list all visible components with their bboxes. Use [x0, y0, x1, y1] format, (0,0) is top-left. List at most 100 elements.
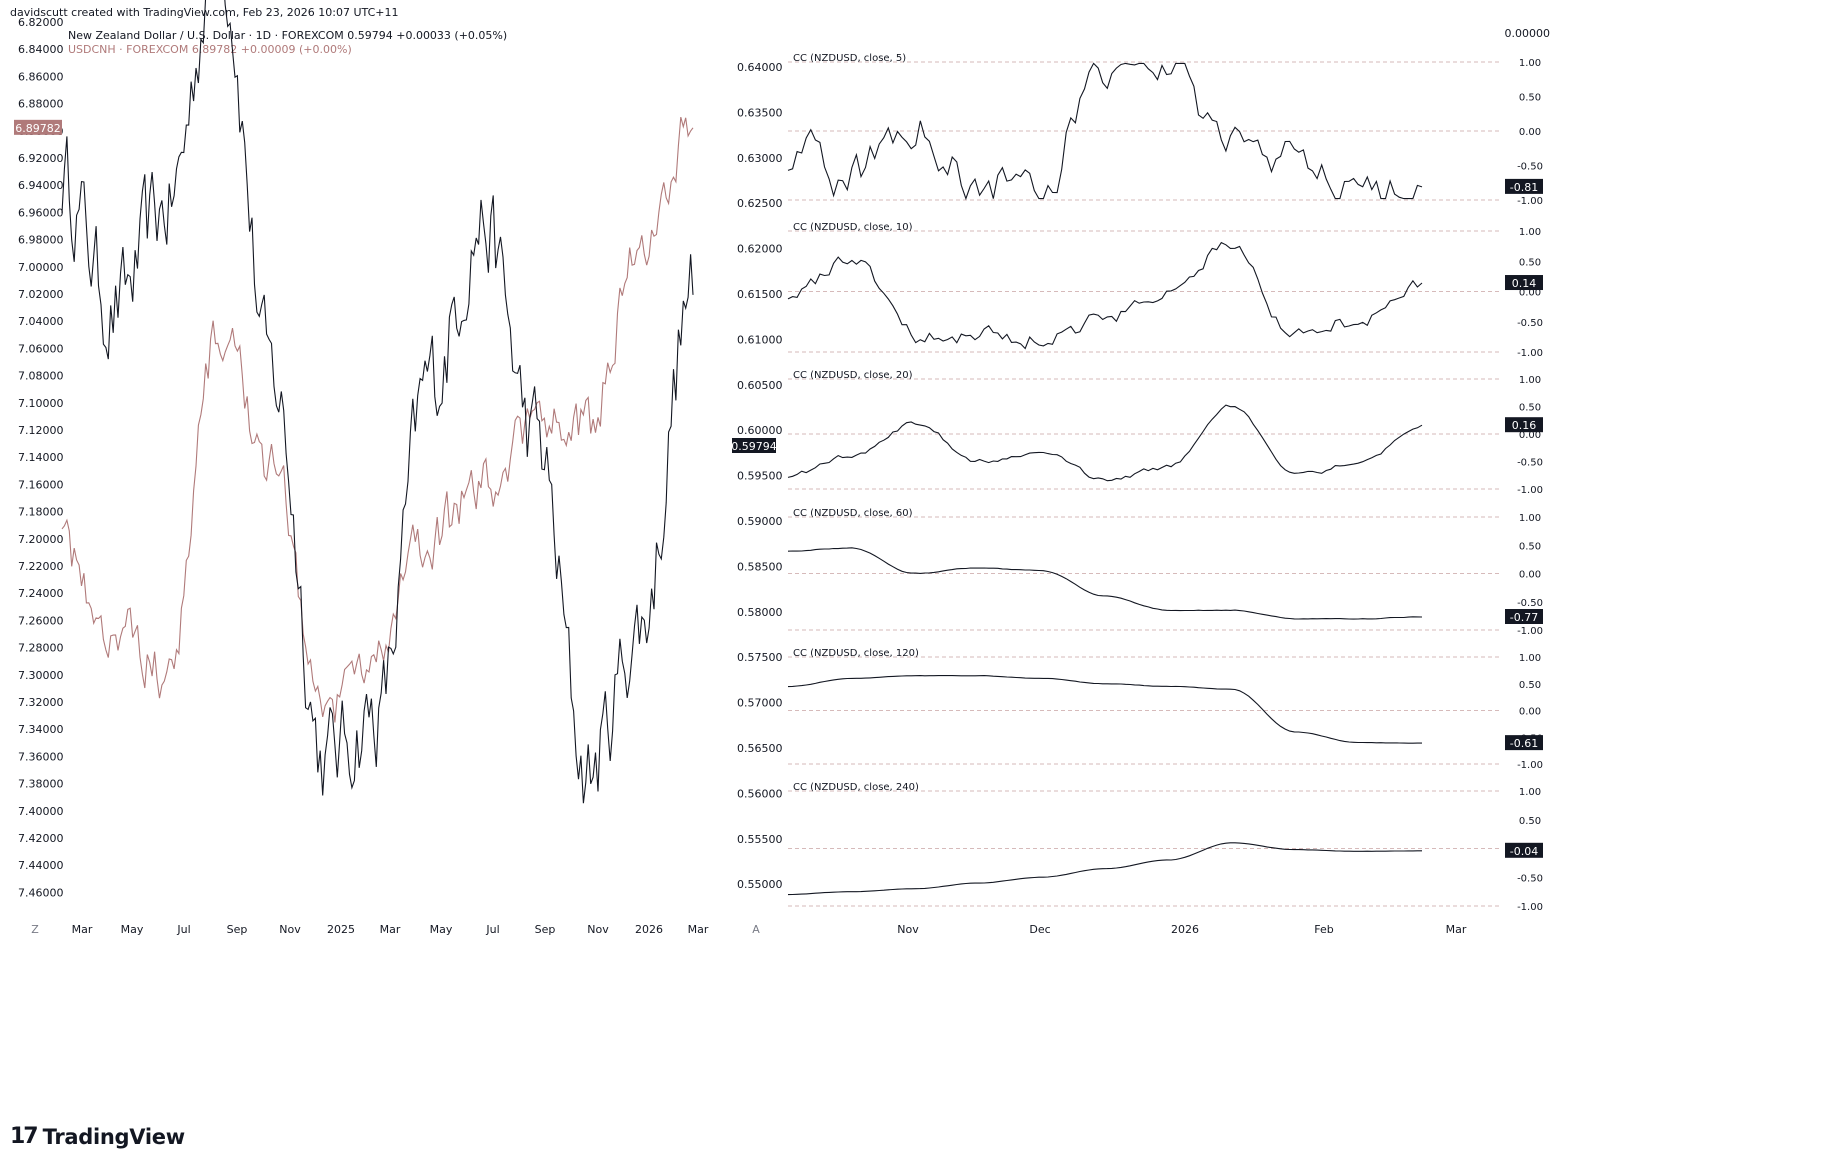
left-axis-tick: 7.24000 [18, 587, 64, 600]
left-axis-tick: 7.30000 [18, 669, 64, 682]
cc-scale-tick: -1.00 [1517, 485, 1543, 496]
cc-series-line [787, 547, 1423, 620]
left-x-tick: May [121, 923, 144, 936]
price-axis-tick: 0.57500 [737, 651, 783, 664]
price-axis-tick: 0.61000 [737, 333, 783, 346]
cc-scale-tick: 0.00 [1519, 430, 1541, 441]
left-axis-tick: 6.82000 [18, 16, 64, 29]
right-x-tick: A [752, 923, 760, 936]
price-axis-tick: 0.63500 [737, 106, 783, 119]
cc-series-line [787, 62, 1423, 201]
left-x-tick: Jul [485, 923, 499, 936]
price-axis-tick: 0.62500 [737, 197, 783, 210]
cc-last-value-tag: 0.14 [1512, 277, 1537, 290]
series-line-usdcnh [61, 116, 694, 723]
price-axis-tick: 0.60500 [737, 379, 783, 392]
cc-panel-title: CC (NZDUSD, close, 10) [793, 222, 913, 233]
left-x-tick: 2025 [327, 923, 355, 936]
left-x-tick: Mar [72, 923, 93, 936]
price-tag-usdcnh: 6.89782 [15, 122, 61, 135]
left-axis-tick: 7.08000 [18, 370, 64, 383]
attribution: davidscutt created with TradingView.com,… [10, 6, 399, 19]
cc-scale-tick: -0.50 [1517, 162, 1543, 173]
cc-scale-tick: 1.00 [1519, 58, 1541, 69]
price-axis-tick: 0.56000 [737, 787, 783, 800]
cc-scale-tick: 0.50 [1519, 403, 1541, 414]
left-axis-tick: 6.96000 [18, 206, 64, 219]
left-x-tick: Sep [535, 923, 556, 936]
price-axis-tick: 0.63000 [737, 152, 783, 165]
left-axis-tick: 7.20000 [18, 533, 64, 546]
cc-series-line [787, 404, 1423, 482]
left-x-tick: Mar [688, 923, 709, 936]
cc-scale-tick: 1.00 [1519, 513, 1541, 524]
right-x-tick: Feb [1314, 923, 1333, 936]
left-axis-tick: 7.40000 [18, 805, 64, 818]
left-axis-tick: 7.06000 [18, 342, 64, 355]
legend-usdcnh[interactable]: USDCNH · FOREXCOM 6.89782 +0.00009 (+0.0… [68, 43, 352, 56]
cc-scale-tick: 0.50 [1519, 93, 1541, 104]
price-axis-tick: 0.57000 [737, 697, 783, 710]
cc-last-value-tag-bg [1505, 275, 1543, 291]
cc-scale-tick: 0.00 [1519, 707, 1541, 718]
left-axis-tick: 6.88000 [18, 98, 64, 111]
price-axis-tick: 0.58000 [737, 606, 783, 619]
price-tag-usdcnh-bg [14, 119, 62, 135]
cc-scale-tick: 0.50 [1519, 816, 1541, 827]
legend-nzdusd[interactable]: New Zealand Dollar / U.S. Dollar · 1D · … [68, 29, 508, 42]
cc-panel-title: CC (NZDUSD, close, 20) [793, 370, 913, 381]
left-axis-tick: 7.22000 [18, 560, 64, 573]
price-axis-tick: 0.59500 [737, 470, 783, 483]
cc-last-value-tag-bg [1505, 178, 1543, 194]
price-axis-tick: 0.58500 [737, 560, 783, 573]
series-line-nzdusd [61, 0, 694, 804]
cc-last-value-tag: -0.04 [1510, 845, 1538, 858]
right-x-tick: Nov [897, 923, 919, 936]
price-axis-tick: 0.55500 [737, 833, 783, 846]
left-x-tick: Sep [227, 923, 248, 936]
left-axis-tick: 7.18000 [18, 506, 64, 519]
left-x-tick: 2026 [635, 923, 663, 936]
price-axis-tick: 0.56500 [737, 742, 783, 755]
cc-last-value-tag: -0.77 [1510, 611, 1538, 624]
tradingview-logo-icon: 17 [10, 1124, 39, 1149]
cc-scale-tick: 0.00 [1519, 288, 1541, 299]
price-axis-tick: 0.59000 [737, 515, 783, 528]
cc-last-value-tag-bg [1505, 417, 1543, 433]
left-axis-tick: 7.34000 [18, 723, 64, 736]
right-x-tick: 2026 [1171, 923, 1199, 936]
cc-scale-tick: 0.50 [1519, 541, 1541, 552]
left-axis-tick: 6.86000 [18, 70, 64, 83]
cc-scale-tick: 0.50 [1519, 257, 1541, 268]
cc-scale-tick: -0.50 [1517, 318, 1543, 329]
left-axis-tick: 7.12000 [18, 424, 64, 437]
cc-scale-tick: -1.00 [1517, 760, 1543, 771]
cc-panel-title: CC (NZDUSD, close, 60) [793, 508, 913, 519]
cc-last-value-tag-bg [1505, 609, 1543, 625]
left-axis-tick: 7.44000 [18, 859, 64, 872]
cc-scale-tick: 1.00 [1519, 227, 1541, 238]
cc-scale-tick: 0.50 [1519, 680, 1541, 691]
left-axis-tick: 7.00000 [18, 261, 64, 274]
left-x-tick: Z [31, 923, 39, 936]
cc-scale-tick: -1.00 [1517, 902, 1543, 913]
left-axis-tick: 6.94000 [18, 179, 64, 192]
left-axis-tick: 7.26000 [18, 614, 64, 627]
left-axis-tick: 6.84000 [18, 43, 64, 56]
price-axis-tick: 0.61500 [737, 288, 783, 301]
right-x-tick: Dec [1029, 923, 1050, 936]
left-x-tick: Jul [176, 923, 190, 936]
left-axis-tick: 7.02000 [18, 288, 64, 301]
left-axis-tick: 7.32000 [18, 696, 64, 709]
left-axis-tick: 7.16000 [18, 478, 64, 491]
price-axis-tick: 0.60000 [737, 424, 783, 437]
price-axis-tick: 0.64000 [737, 61, 783, 74]
cc-scale-tick: 1.00 [1519, 375, 1541, 386]
price-axis-tick: 0.62000 [737, 243, 783, 256]
left-axis-tick: 7.10000 [18, 397, 64, 410]
tradingview-logo: 17 TradingView [10, 1124, 185, 1149]
left-axis-tick: 7.14000 [18, 451, 64, 464]
cc-series-line [787, 674, 1422, 744]
cc-scale-tick: -1.00 [1517, 348, 1543, 359]
